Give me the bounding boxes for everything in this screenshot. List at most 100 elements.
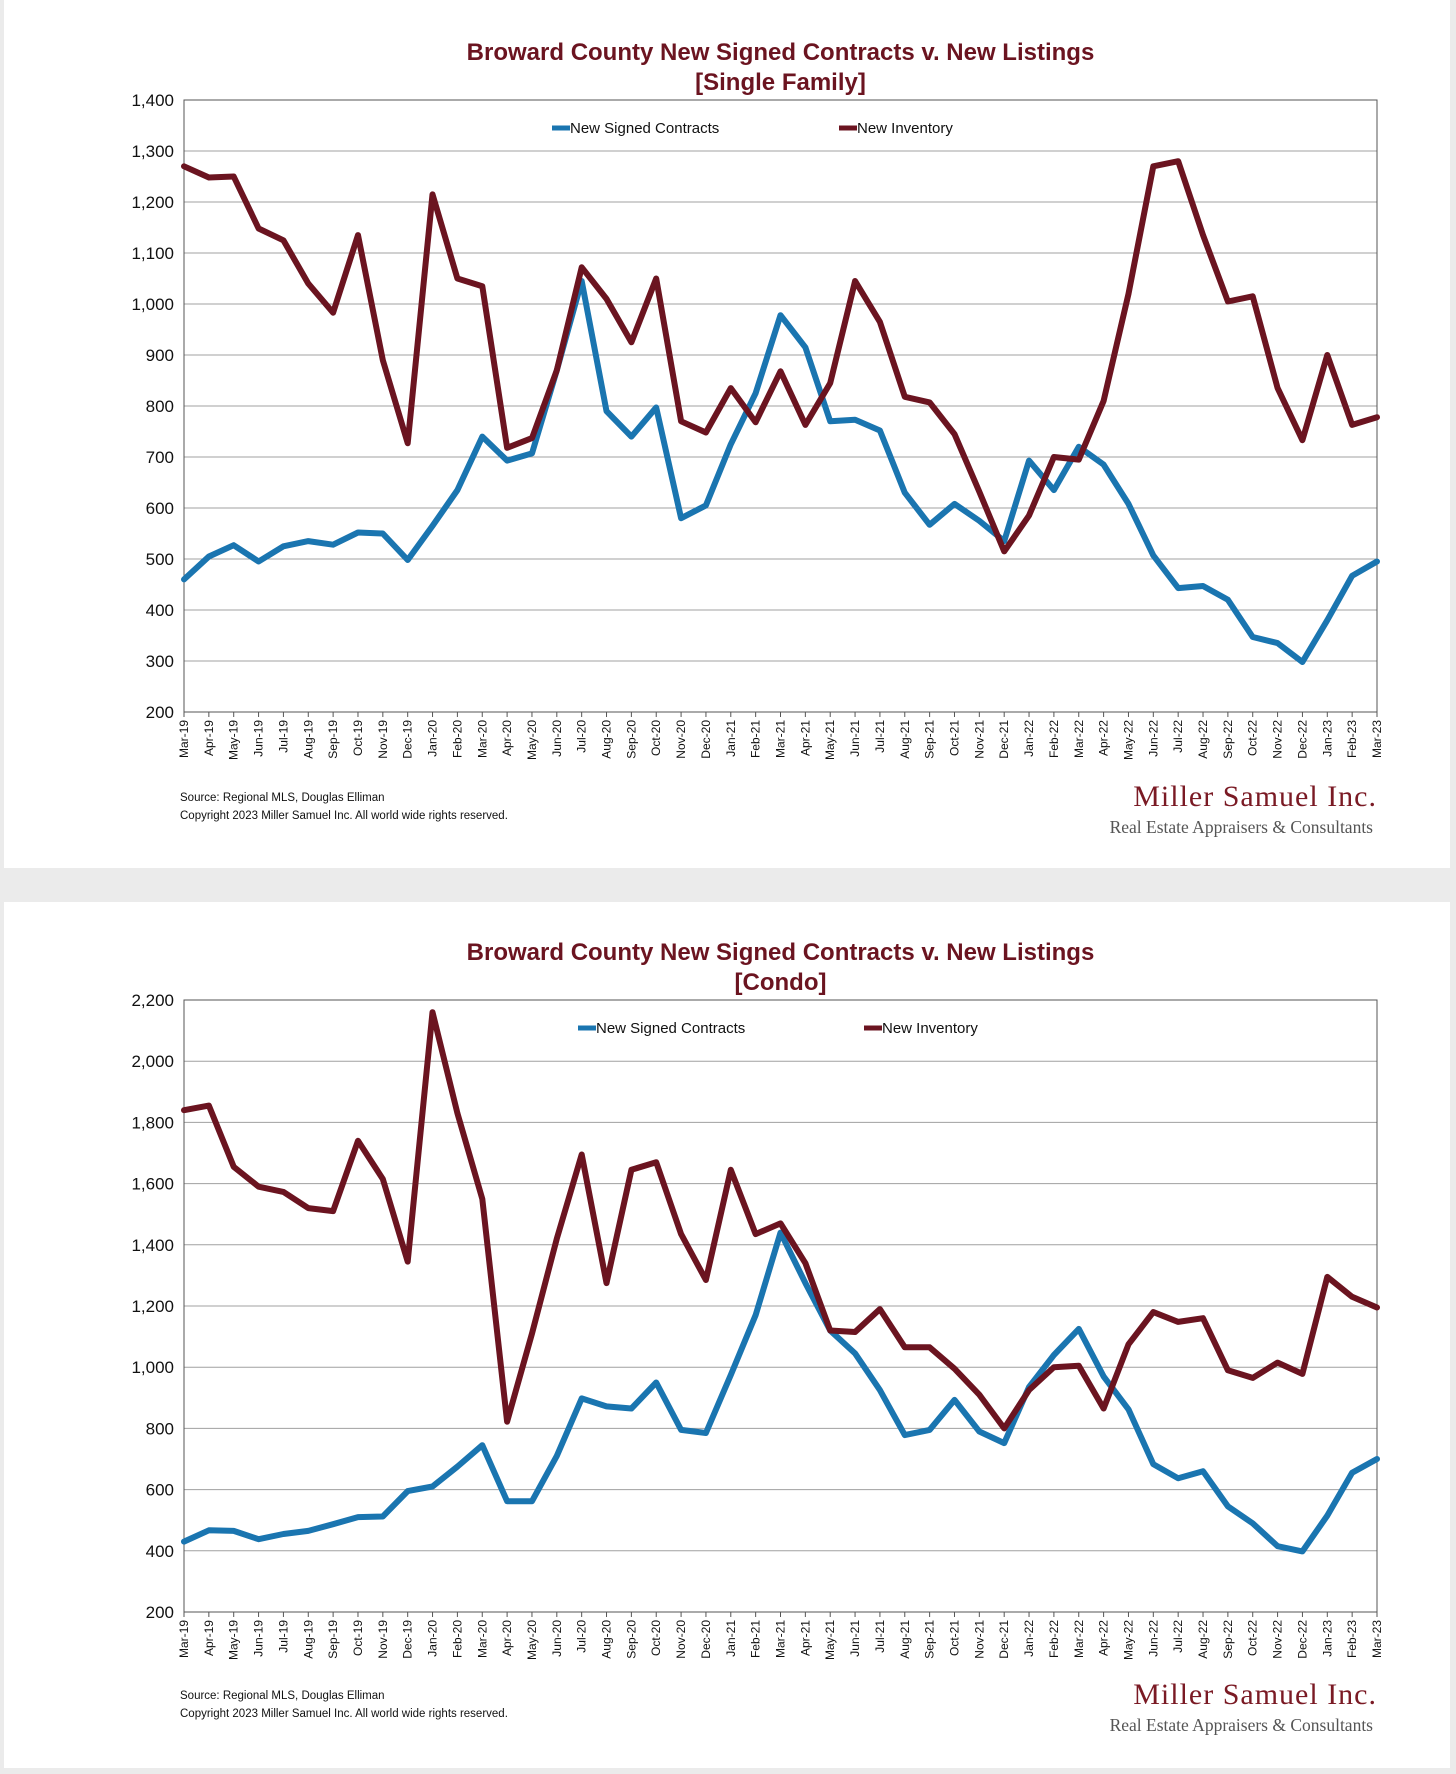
x-tick-label: Feb-21 — [749, 1620, 763, 1658]
x-tick-label: Jun-20 — [550, 720, 564, 757]
legend-label: New Signed Contracts — [596, 1020, 745, 1037]
x-tick-label: Jul-21 — [873, 1620, 887, 1653]
x-tick-label: Sep-20 — [624, 720, 638, 759]
x-tick-label: Mar-20 — [475, 720, 489, 758]
x-tick-label: Aug-20 — [600, 1620, 614, 1659]
x-tick-label: May-20 — [525, 720, 539, 760]
x-tick-label: Feb-22 — [1047, 1620, 1061, 1658]
y-tick-label: 900 — [146, 346, 174, 365]
y-tick-label: 1,000 — [131, 295, 174, 314]
miller-samuel-logo: Miller Samuel Inc. — [1133, 1678, 1377, 1711]
legend-label: New Inventory — [882, 1020, 978, 1037]
x-tick-label: Jul-19 — [276, 1620, 290, 1653]
x-tick-label: Nov-22 — [1271, 720, 1285, 759]
x-tick-label: Mar-19 — [177, 720, 191, 758]
x-tick-label: Sep-22 — [1221, 1620, 1235, 1659]
y-tick-label: 300 — [146, 652, 174, 671]
x-tick-label: Jul-22 — [1171, 720, 1185, 753]
x-tick-label: Oct-21 — [947, 1620, 961, 1656]
x-tick-label: May-22 — [1121, 1620, 1135, 1660]
x-tick-label: Jan-20 — [426, 1620, 440, 1657]
x-tick-label: Dec-21 — [997, 1620, 1011, 1659]
x-tick-label: May-19 — [227, 1620, 241, 1660]
x-tick-label: Jun-20 — [550, 1620, 564, 1657]
new-signed-contracts-line — [181, 278, 1380, 665]
y-tick-label: 2,200 — [131, 991, 174, 1010]
x-tick-label: Jan-23 — [1320, 1620, 1334, 1657]
x-tick-label: Oct-22 — [1246, 720, 1260, 756]
x-tick-label: Jun-22 — [1146, 720, 1160, 757]
x-tick-label: Apr-22 — [1097, 1620, 1111, 1656]
x-tick-label: Aug-21 — [898, 1620, 912, 1659]
x-tick-label: Apr-19 — [202, 1620, 216, 1656]
x-tick-label: May-21 — [823, 720, 837, 760]
x-tick-label: Nov-22 — [1271, 1620, 1285, 1659]
copyright-note: Copyright 2023 Miller Samuel Inc. All wo… — [180, 1708, 508, 1720]
x-tick-label: Oct-20 — [649, 1620, 663, 1656]
y-tick-label: 200 — [146, 703, 174, 722]
y-tick-label: 1,200 — [131, 193, 174, 212]
x-tick-label: Feb-21 — [749, 720, 763, 758]
x-tick-label: Feb-20 — [450, 1620, 464, 1658]
x-tick-label: Jun-19 — [252, 720, 266, 757]
single-family-chart: Broward County New Signed Contracts v. N… — [131, 39, 1384, 837]
logo-tagline: Real Estate Appraisers & Consultants — [1110, 1715, 1374, 1735]
x-tick-label: Oct-19 — [351, 720, 365, 756]
x-tick-label: Sep-22 — [1221, 720, 1235, 759]
y-tick-label: 1,200 — [131, 1297, 174, 1316]
x-tick-label: Dec-19 — [401, 720, 415, 759]
x-tick-label: Apr-21 — [798, 720, 812, 756]
x-tick-label: Jun-22 — [1146, 1620, 1160, 1657]
x-tick-label: Jan-20 — [426, 720, 440, 757]
x-tick-label: Oct-19 — [351, 1620, 365, 1656]
x-tick-label: Oct-22 — [1246, 1620, 1260, 1656]
x-tick-label: Jul-22 — [1171, 1620, 1185, 1653]
y-tick-label: 1,100 — [131, 244, 174, 263]
x-tick-label: Mar-22 — [1072, 1620, 1086, 1658]
x-tick-label: Mar-19 — [177, 1620, 191, 1658]
x-tick-label: Apr-20 — [500, 1620, 514, 1656]
x-tick-label: Nov-19 — [376, 1620, 390, 1659]
new-signed-contracts-line — [181, 1229, 1380, 1555]
chart-title: Broward County New Signed Contracts v. N… — [467, 939, 1095, 966]
y-tick-label: 200 — [146, 1603, 174, 1622]
y-tick-label: 1,400 — [131, 1236, 174, 1255]
chart-title: Broward County New Signed Contracts v. N… — [467, 39, 1095, 66]
y-tick-label: 1,300 — [131, 142, 174, 161]
x-tick-label: Nov-20 — [674, 1620, 688, 1659]
legend-label: New Inventory — [857, 120, 953, 137]
x-tick-label: May-20 — [525, 1620, 539, 1660]
x-tick-label: Sep-21 — [923, 1620, 937, 1659]
x-tick-label: Mar-23 — [1370, 720, 1384, 758]
chart-subtitle: [Condo] — [735, 969, 827, 996]
y-tick-label: 800 — [146, 1419, 174, 1438]
y-tick-label: 800 — [146, 397, 174, 416]
y-tick-label: 400 — [146, 1542, 174, 1561]
x-tick-label: Sep-20 — [624, 1620, 638, 1659]
x-tick-label: Apr-19 — [202, 720, 216, 756]
x-tick-label: Dec-20 — [699, 1620, 713, 1659]
x-tick-label: Jan-23 — [1320, 720, 1334, 757]
x-tick-label: Nov-20 — [674, 720, 688, 759]
y-tick-label: 2,000 — [131, 1052, 174, 1071]
x-tick-label: Dec-21 — [997, 720, 1011, 759]
x-tick-label: Jul-20 — [575, 1620, 589, 1653]
x-tick-label: Feb-23 — [1345, 1620, 1359, 1658]
x-tick-label: Mar-21 — [774, 1620, 788, 1658]
x-tick-label: Aug-21 — [898, 720, 912, 759]
y-tick-label: 700 — [146, 448, 174, 467]
x-tick-label: Nov-19 — [376, 720, 390, 759]
x-tick-label: Dec-22 — [1295, 1620, 1309, 1659]
x-tick-label: May-21 — [823, 1620, 837, 1660]
x-tick-label: Jan-21 — [724, 1620, 738, 1657]
x-tick-label: Oct-20 — [649, 720, 663, 756]
copyright-note: Copyright 2023 Miller Samuel Inc. All wo… — [180, 810, 508, 822]
legend-label: New Signed Contracts — [570, 120, 719, 137]
x-tick-label: Jan-22 — [1022, 720, 1036, 757]
x-tick-label: Jun-19 — [252, 1620, 266, 1657]
x-tick-label: Jan-22 — [1022, 1620, 1036, 1657]
x-tick-label: Sep-19 — [326, 720, 340, 759]
source-note: Source: Regional MLS, Douglas Elliman — [180, 792, 385, 804]
x-tick-label: Jul-21 — [873, 720, 887, 753]
y-tick-label: 500 — [146, 550, 174, 569]
